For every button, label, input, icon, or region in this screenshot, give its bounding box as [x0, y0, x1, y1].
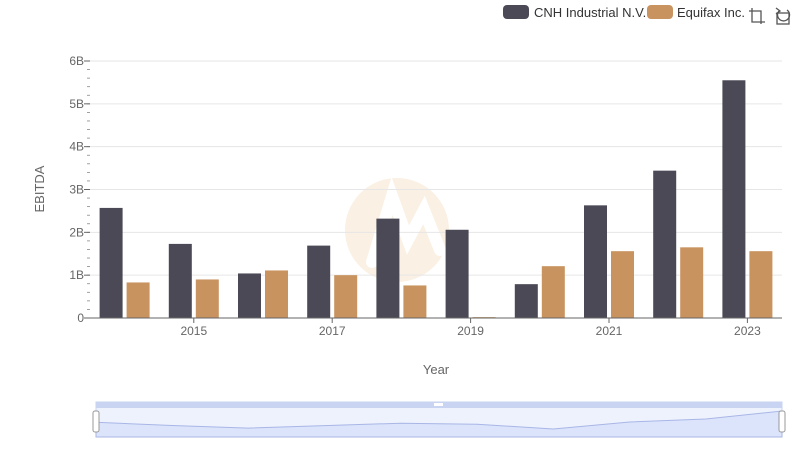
- bar-equifax-2015[interactable]: [195, 279, 219, 318]
- x-tick-label: 2017: [319, 324, 346, 338]
- bar-cnh-2023[interactable]: [722, 80, 746, 319]
- y-tick-label: 1B: [69, 268, 84, 282]
- legend-item-equifax[interactable]: Equifax Inc.: [647, 5, 745, 20]
- x-tick-label: 2015: [180, 324, 207, 338]
- bar-equifax-2014[interactable]: [126, 282, 150, 318]
- bar-equifax-2023[interactable]: [749, 251, 773, 318]
- bar-equifax-2021[interactable]: [611, 251, 634, 318]
- bar-cnh-2022[interactable]: [653, 170, 677, 318]
- y-tick-label: 5B: [69, 97, 84, 111]
- zoom-select-icon[interactable]: [748, 7, 766, 25]
- bar-cnh-2018[interactable]: [376, 218, 400, 318]
- navigator-grip[interactable]: [434, 403, 443, 406]
- y-axis-ticks: 0 1B 2B 3B 4B 5B 6B: [69, 54, 90, 325]
- bar-cnh-2019[interactable]: [445, 229, 469, 318]
- bars: [99, 80, 773, 319]
- legend-swatch-cnh: [503, 5, 529, 19]
- bar-equifax-2018[interactable]: [403, 285, 427, 318]
- bar-equifax-2016[interactable]: [265, 270, 288, 318]
- bar-equifax-2020[interactable]: [541, 266, 565, 318]
- navigator-left-handle[interactable]: [92, 410, 100, 433]
- bar-cnh-2016[interactable]: [238, 273, 261, 318]
- bar-cnh-2014[interactable]: [99, 207, 123, 318]
- y-tick-label: 2B: [69, 225, 84, 239]
- bar-cnh-2021[interactable]: [584, 205, 607, 318]
- bar-cnh-2017[interactable]: [307, 245, 331, 318]
- legend-swatch-equifax: [647, 5, 673, 19]
- y-tick-label: 6B: [69, 54, 84, 68]
- y-axis-title: EBITDA: [32, 165, 47, 212]
- x-axis-title: Year: [423, 362, 450, 377]
- x-tick-label: 2019: [457, 324, 484, 338]
- legend: CNH Industrial N.V. Equifax Inc.: [503, 5, 745, 20]
- navigator-right-handle[interactable]: [778, 410, 786, 433]
- x-tick-label: 2021: [596, 324, 623, 338]
- y-tick-label: 0: [77, 311, 84, 325]
- bar-equifax-2017[interactable]: [334, 275, 358, 318]
- y-tick-label: 3B: [69, 183, 84, 197]
- x-axis-ticks: 2015 2017 2019 2021 2023: [180, 318, 761, 338]
- legend-item-cnh[interactable]: CNH Industrial N.V.: [503, 5, 646, 20]
- legend-label-cnh: CNH Industrial N.V.: [534, 5, 646, 20]
- y-tick-label: 4B: [69, 140, 84, 154]
- x-tick-label: 2023: [734, 324, 761, 338]
- reset-zoom-icon[interactable]: [774, 7, 792, 25]
- bar-equifax-2022[interactable]: [680, 247, 704, 318]
- bar-cnh-2015[interactable]: [168, 243, 192, 318]
- legend-label-equifax: Equifax Inc.: [677, 5, 745, 20]
- range-navigator[interactable]: [92, 401, 786, 438]
- bar-cnh-2020[interactable]: [514, 284, 538, 318]
